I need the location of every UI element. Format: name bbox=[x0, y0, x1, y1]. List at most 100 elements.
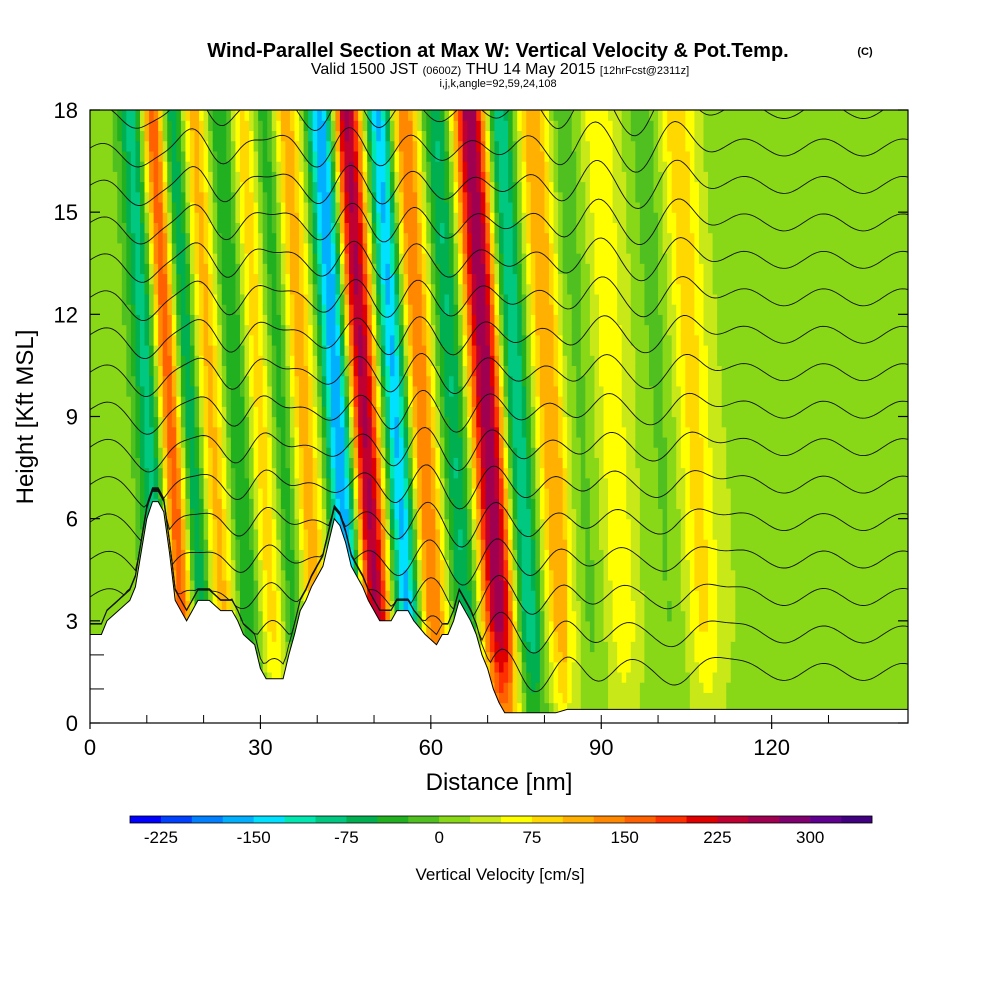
vertical-velocity-cell bbox=[453, 406, 459, 418]
vertical-velocity-cell bbox=[130, 150, 137, 162]
vertical-velocity-cell bbox=[121, 304, 127, 315]
vertical-velocity-cell bbox=[203, 488, 209, 499]
vertical-velocity-cell bbox=[180, 324, 187, 336]
vertical-velocity-cell bbox=[235, 242, 241, 254]
vertical-velocity-cell bbox=[90, 130, 96, 142]
vertical-velocity-cell bbox=[280, 631, 287, 642]
vertical-velocity-cell bbox=[249, 488, 255, 499]
vertical-velocity-cell bbox=[103, 140, 109, 152]
vertical-velocity-cell bbox=[217, 293, 223, 305]
vertical-velocity-cell bbox=[371, 161, 377, 172]
vertical-velocity-cell bbox=[230, 273, 237, 285]
vertical-velocity-cell bbox=[144, 263, 150, 275]
vertical-velocity-cell bbox=[158, 304, 164, 315]
vertical-velocity-cell bbox=[308, 416, 314, 428]
vertical-velocity-cell bbox=[149, 447, 155, 458]
vertical-velocity-cell bbox=[449, 324, 455, 336]
vertical-velocity-cell bbox=[103, 273, 109, 285]
vertical-velocity-cell bbox=[103, 549, 109, 561]
vertical-velocity-cell bbox=[458, 426, 464, 438]
vertical-velocity-cell bbox=[99, 242, 105, 254]
vertical-velocity-cell bbox=[271, 222, 277, 234]
vertical-velocity-cell bbox=[230, 212, 237, 223]
vertical-velocity-cell bbox=[321, 140, 327, 152]
vertical-velocity-cell bbox=[135, 191, 141, 203]
vertical-velocity-cell bbox=[94, 600, 100, 612]
vertical-velocity-cell bbox=[335, 498, 341, 510]
vertical-velocity-cell bbox=[253, 355, 259, 367]
vertical-velocity-cell bbox=[130, 344, 137, 356]
vertical-velocity-cell bbox=[262, 477, 268, 489]
vertical-velocity-cell bbox=[412, 488, 418, 499]
vertical-velocity-cell bbox=[380, 579, 386, 591]
vertical-velocity-cell bbox=[430, 406, 436, 418]
vertical-velocity-cell bbox=[317, 467, 323, 479]
vertical-velocity-cell bbox=[117, 416, 123, 428]
chart-subtitle-2: i,j,k,angle=92,59,24,108 bbox=[439, 78, 556, 90]
vertical-velocity-cell bbox=[408, 314, 414, 326]
vertical-velocity-cell bbox=[317, 498, 323, 510]
vertical-velocity-cell bbox=[439, 488, 446, 499]
vertical-velocity-cell bbox=[358, 263, 364, 275]
vertical-velocity-cell bbox=[244, 600, 250, 612]
vertical-velocity-cell bbox=[139, 253, 146, 264]
vertical-velocity-cell bbox=[344, 232, 350, 244]
vertical-velocity-cell bbox=[226, 232, 232, 244]
vertical-velocity-cell bbox=[230, 191, 237, 203]
vertical-velocity-cell bbox=[99, 539, 105, 550]
vertical-velocity-cell bbox=[203, 396, 209, 407]
vertical-velocity-cell bbox=[376, 355, 382, 367]
vertical-velocity-cell bbox=[194, 559, 200, 571]
vertical-velocity-cell bbox=[444, 528, 450, 540]
vertical-velocity-cell bbox=[449, 171, 455, 183]
vertical-velocity-cell bbox=[449, 477, 455, 489]
vertical-velocity-cell bbox=[376, 293, 382, 305]
vertical-velocity-cell bbox=[176, 181, 182, 193]
vertical-velocity-cell bbox=[199, 273, 205, 285]
vertical-velocity-cell bbox=[417, 150, 423, 162]
vertical-velocity-cell bbox=[221, 324, 227, 336]
vertical-velocity-cell bbox=[421, 130, 427, 142]
vertical-velocity-cell bbox=[349, 539, 355, 550]
vertical-velocity-cell bbox=[344, 396, 350, 407]
vertical-velocity-cell bbox=[267, 488, 273, 499]
vertical-velocity-cell bbox=[94, 191, 100, 203]
vertical-velocity-cell bbox=[280, 365, 287, 377]
vertical-velocity-cell bbox=[276, 191, 282, 203]
vertical-velocity-cell bbox=[285, 212, 291, 223]
vertical-velocity-cell bbox=[367, 130, 373, 142]
vertical-velocity-cell bbox=[199, 263, 205, 275]
vertical-velocity-cell bbox=[126, 590, 132, 601]
vertical-velocity-cell bbox=[417, 344, 423, 356]
vertical-velocity-cell bbox=[421, 416, 427, 428]
vertical-velocity-cell bbox=[439, 222, 446, 234]
vertical-velocity-cell bbox=[262, 201, 268, 213]
vertical-velocity-cell bbox=[394, 436, 400, 448]
vertical-velocity-cell bbox=[417, 457, 423, 469]
vertical-velocity-cell bbox=[94, 385, 100, 397]
vertical-velocity-cell bbox=[217, 447, 223, 458]
vertical-velocity-cell bbox=[321, 355, 327, 367]
vertical-velocity-cell bbox=[171, 150, 177, 162]
vertical-velocity-cell bbox=[285, 467, 291, 479]
vertical-velocity-cell bbox=[221, 212, 227, 223]
vertical-velocity-cell bbox=[276, 518, 282, 530]
vertical-velocity-cell bbox=[217, 579, 223, 591]
vertical-velocity-cell bbox=[389, 457, 396, 469]
vertical-velocity-cell bbox=[403, 273, 409, 285]
vertical-velocity-cell bbox=[444, 569, 450, 581]
vertical-velocity-cell bbox=[326, 426, 332, 438]
vertical-velocity-cell bbox=[321, 222, 327, 234]
vertical-velocity-cell bbox=[339, 314, 346, 326]
vertical-velocity-cell bbox=[258, 651, 264, 663]
vertical-velocity-cell bbox=[417, 273, 423, 285]
vertical-velocity-cell bbox=[149, 416, 155, 428]
vertical-velocity-cell bbox=[289, 314, 296, 326]
vertical-velocity-cell bbox=[430, 130, 436, 142]
vertical-velocity-cell bbox=[339, 181, 346, 193]
vertical-velocity-cell bbox=[430, 457, 436, 469]
vertical-velocity-cell bbox=[462, 150, 468, 162]
vertical-velocity-cell bbox=[244, 436, 250, 448]
vertical-velocity-cell bbox=[289, 242, 296, 254]
vertical-velocity-cell bbox=[271, 283, 277, 295]
